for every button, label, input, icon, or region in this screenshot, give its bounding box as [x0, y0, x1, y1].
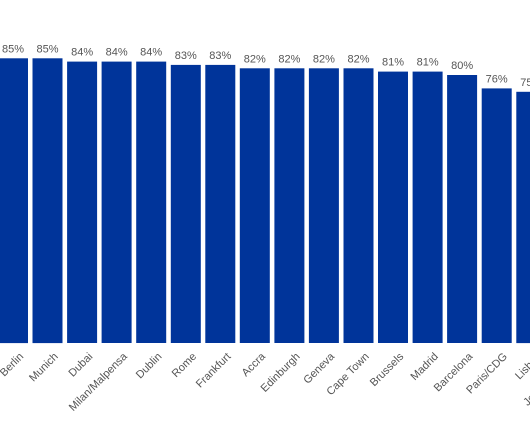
bar-edinburgh — [274, 68, 305, 344]
value-label: 81% — [417, 57, 439, 69]
category-label: Brussels — [368, 350, 407, 389]
value-label: 85% — [36, 43, 58, 55]
category-label: Munich — [27, 351, 61, 385]
bar-rome — [170, 64, 201, 344]
value-label: 81% — [382, 57, 404, 69]
category-label: Accra — [240, 350, 269, 379]
category-label: Lisbon — [513, 351, 530, 382]
bar-lisbon — [516, 91, 530, 344]
bar-cape-town — [343, 68, 374, 344]
bar-berlin — [0, 58, 28, 344]
value-label: 83% — [175, 50, 197, 62]
bar-paris-cdg — [481, 88, 512, 344]
value-label: 82% — [347, 53, 369, 65]
bars-group — [0, 58, 530, 344]
category-label: Milan/Malpensa — [67, 350, 131, 414]
bar-milan-malpensa — [101, 61, 132, 343]
bar-accra — [239, 68, 270, 344]
value-label: 82% — [313, 53, 335, 65]
value-label: 82% — [278, 53, 300, 65]
value-label: 76% — [486, 73, 508, 85]
bar-barcelona — [447, 75, 478, 343]
value-label: 84% — [71, 47, 93, 59]
category-label: Madrid — [409, 351, 441, 383]
category-label: Dublin — [134, 351, 165, 382]
bar-dublin — [136, 61, 167, 343]
category-label: Rome — [170, 351, 199, 380]
category-label: Frankfurt — [194, 351, 234, 391]
value-label: 80% — [451, 60, 473, 72]
bar-madrid — [412, 71, 443, 343]
value-label: 82% — [244, 53, 266, 65]
value-label: 85% — [2, 43, 24, 55]
value-label: 84% — [140, 47, 162, 59]
bar-brussels — [378, 71, 408, 343]
value-labels-group: 85% 85% 84% 84% 84% 83% 83% 82% 82% 82% 82% 81% 81% 8… — [2, 43, 530, 89]
bar-frankfurt — [205, 64, 236, 344]
value-label: 84% — [106, 47, 128, 59]
value-label: 83% — [209, 50, 231, 62]
value-label: 75% — [520, 77, 530, 89]
category-label: Dubai — [67, 351, 96, 380]
category-label: Berlin — [0, 351, 26, 379]
bar-munich — [32, 58, 63, 344]
bar-dubai — [67, 61, 98, 343]
bar-geneva — [308, 68, 339, 344]
